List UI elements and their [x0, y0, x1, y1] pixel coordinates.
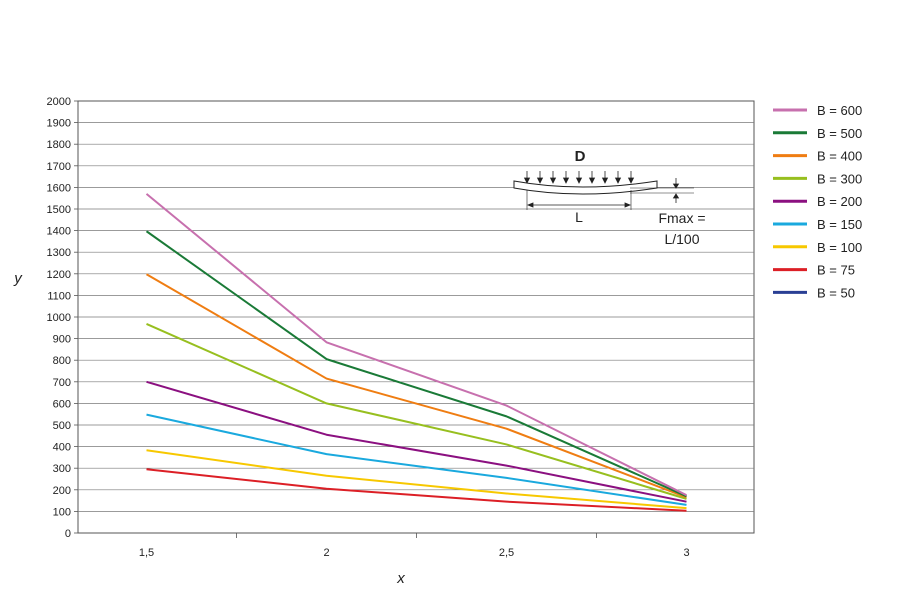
y-tick-label: 800 — [53, 355, 71, 367]
load-arrows — [523, 171, 635, 184]
y-tick-label: 1100 — [47, 290, 71, 302]
y-tick-label: 600 — [53, 398, 71, 410]
series-line-b-75 — [146, 468, 687, 512]
legend-label: B = 300 — [817, 171, 862, 186]
y-tick-label: 900 — [53, 334, 71, 346]
series-line-b-600 — [145, 193, 687, 497]
span-label: L — [575, 209, 583, 225]
series-lines — [145, 193, 687, 512]
deflection-label-line2: L/100 — [664, 231, 699, 247]
y-axis-ticks: 0 100 200 300 400 500 600 700 800 900 1000 1100 1200… — [47, 96, 78, 540]
deflection-marker — [672, 178, 680, 203]
x-tick-label: 2,5 — [499, 547, 514, 559]
span-dimension — [526, 202, 632, 208]
y-tick-label: 400 — [53, 442, 71, 454]
series-line-b-400 — [145, 273, 687, 499]
y-tick-label: 1400 — [47, 226, 71, 238]
legend-label: B = 50 — [817, 285, 855, 300]
series-line-b-300 — [146, 322, 687, 500]
y-tick-label: 1300 — [47, 247, 71, 259]
legend-label: B = 500 — [817, 126, 862, 141]
support-lines — [526, 187, 694, 210]
y-tick-label: 2000 — [47, 96, 71, 108]
y-tick-label: 1200 — [47, 269, 71, 281]
legend: B = 600 B = 500 B = 400 B = 300 B = 200 B = 1… — [773, 103, 862, 300]
y-tick-label: 1700 — [47, 161, 71, 173]
x-axis-ticks: 1,5 2 2,5 3 — [139, 533, 690, 559]
legend-label: B = 600 — [817, 103, 862, 118]
y-tick-label: 1600 — [47, 182, 71, 194]
beam-diagram: D L Fma — [513, 148, 706, 247]
series-line-b-500 — [145, 230, 687, 498]
x-tick-label: 3 — [683, 547, 689, 559]
y-tick-label: 500 — [53, 420, 71, 432]
x-axis-title: x — [396, 570, 405, 587]
legend-label: B = 100 — [817, 240, 862, 255]
x-tick-label: 2 — [323, 547, 329, 559]
y-tick-label: 1900 — [47, 118, 71, 130]
y-axis-title: y — [13, 270, 23, 287]
y-tick-label: 100 — [53, 506, 71, 518]
y-tick-label: 1500 — [47, 204, 71, 216]
legend-label: B = 400 — [817, 149, 862, 164]
y-tick-label: 1000 — [47, 312, 71, 324]
series-line-b-150 — [146, 413, 687, 506]
series-line-b-200 — [146, 380, 687, 503]
y-tick-label: 300 — [53, 463, 71, 475]
legend-label: B = 200 — [817, 194, 862, 209]
y-tick-label: 200 — [53, 485, 71, 497]
legend-label: B = 75 — [817, 263, 855, 278]
y-tick-label: 1800 — [47, 139, 71, 151]
y-tick-label: 0 — [65, 528, 71, 540]
x-tick-label: 1,5 — [139, 547, 154, 559]
deflection-label-line1: Fmax = — [658, 210, 705, 226]
series-line-b-100 — [146, 449, 687, 510]
diagram-title: D — [575, 148, 586, 165]
y-tick-label: 700 — [53, 377, 71, 389]
legend-label: B = 150 — [817, 217, 862, 232]
